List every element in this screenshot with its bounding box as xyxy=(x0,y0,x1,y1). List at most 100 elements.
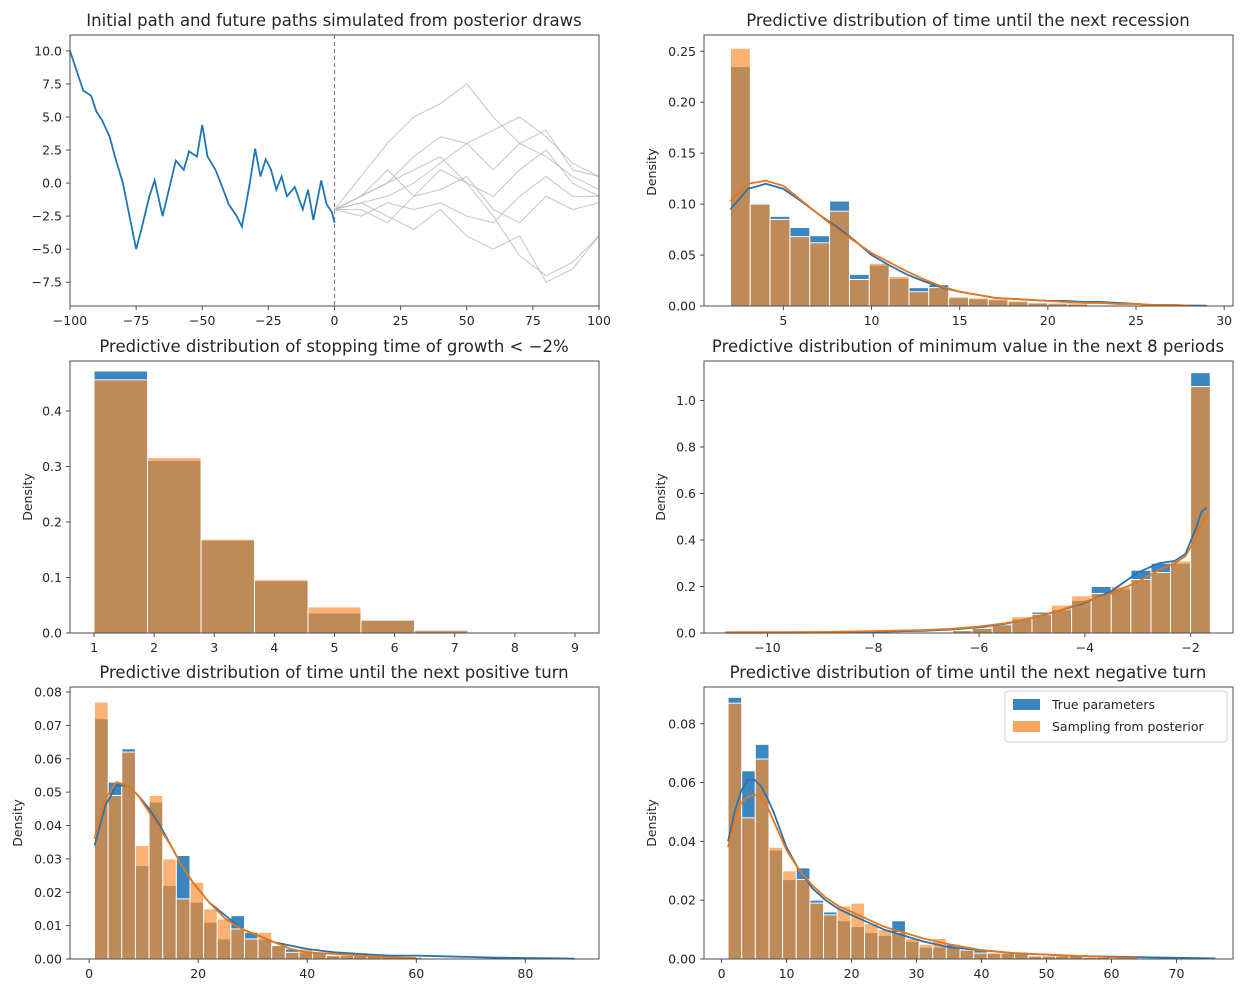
bar-overlap xyxy=(201,540,255,633)
plot-frame xyxy=(703,34,1234,307)
bar-overlap xyxy=(755,759,769,959)
y-tick-label: 0.1 xyxy=(42,570,62,585)
y-tick-label: 0.02 xyxy=(34,885,62,900)
legend-label-true: True parameters xyxy=(1051,697,1155,712)
panel-stopping-time: Predictive distribution of stopping time… xyxy=(20,337,600,655)
x-tick-label: 100 xyxy=(587,313,611,328)
bar-overlap xyxy=(878,935,892,959)
bar-overlap xyxy=(949,298,968,306)
chart-title: Initial path and future paths simulated … xyxy=(86,11,581,30)
legend-box xyxy=(1004,690,1228,743)
y-tick-label: 0.0 xyxy=(676,626,696,641)
x-tick-label: 0 xyxy=(85,966,93,981)
kde-posterior-line xyxy=(729,179,1189,307)
bar-overlap xyxy=(929,288,949,306)
x-tick-label: 2 xyxy=(150,640,158,655)
y-tick-label: −2.5 xyxy=(32,209,62,224)
bar-overlap xyxy=(824,915,837,959)
x-tick-label: 3 xyxy=(210,640,218,655)
y-tick-label: 0.10 xyxy=(668,197,696,212)
bar-overlap xyxy=(148,460,201,633)
bar-overlap xyxy=(1028,956,1042,959)
x-tick-label: 15 xyxy=(952,313,968,328)
lines-layer xyxy=(725,506,1208,634)
lines-layer xyxy=(727,778,1216,960)
x-tick-label: 40 xyxy=(974,966,990,981)
lines-layer xyxy=(93,781,575,960)
bar-overlap xyxy=(1111,589,1131,633)
bar-overlap xyxy=(830,211,849,306)
x-tick-label: 9 xyxy=(571,640,579,655)
y-axis-label: Density xyxy=(644,148,659,196)
bar-overlap xyxy=(750,204,770,306)
bar-overlap xyxy=(414,631,468,633)
y-tick-label: 0.25 xyxy=(668,44,696,59)
bar-overlap xyxy=(1171,563,1191,633)
axes-layer: 0 20 40 60 80 0.00 0.01 0.02 0.03 0.04 0.05 0.06 0.0… xyxy=(34,685,600,981)
bar-overlap xyxy=(308,613,361,633)
x-tick-label: −100 xyxy=(53,313,87,328)
axes-layer: 1 2 3 4 5 6 7 8 9 0.0 0.1 0.2 0.3 0.4 xyxy=(42,360,600,655)
y-tick-label: 0.05 xyxy=(34,785,62,800)
axes-layer: 0 10 20 30 40 50 60 70 0.00 0.02 0.04 0.06 0.08 xyxy=(668,686,1234,981)
bars-layer xyxy=(727,696,1111,960)
simulated-path-line xyxy=(334,202,600,283)
x-tick-label: −10 xyxy=(754,640,780,655)
bar-overlap xyxy=(810,903,824,959)
y-tick-label: 0.08 xyxy=(34,685,62,700)
bar-overlap xyxy=(992,625,1012,633)
bar-overlap xyxy=(258,939,272,959)
bar-overlap xyxy=(285,952,299,959)
bar-overlap xyxy=(851,927,865,959)
legend-label-posterior: Sampling from posterior xyxy=(1052,719,1204,734)
bar-overlap xyxy=(94,380,148,633)
x-tick-label: 40 xyxy=(299,966,315,981)
bar-overlap xyxy=(1151,573,1171,633)
bar-overlap xyxy=(1032,614,1052,633)
bar-overlap xyxy=(1069,956,1083,959)
y-tick-label: 7.5 xyxy=(42,76,62,91)
chart-title: Predictive distribution of stopping time… xyxy=(99,337,568,356)
bar-overlap xyxy=(960,950,974,959)
bar-overlap xyxy=(837,921,851,959)
x-tick-label: 4 xyxy=(270,640,278,655)
x-tick-label: 60 xyxy=(1104,966,1120,981)
panel-negative-turn: Predictive distribution of time until th… xyxy=(644,663,1234,981)
simulated-path-line xyxy=(334,116,600,211)
x-tick-label: 0 xyxy=(718,966,726,981)
bar-overlap xyxy=(1056,956,1069,959)
legend-swatch-posterior xyxy=(1013,721,1040,732)
y-tick-label: 0.00 xyxy=(668,299,696,314)
kde-posterior-line xyxy=(727,793,1138,960)
plot-frame xyxy=(69,686,600,960)
y-tick-label: 2.5 xyxy=(42,143,62,158)
bar-overlap xyxy=(1052,610,1072,633)
simulated-path-line xyxy=(334,83,600,210)
bar-overlap xyxy=(135,866,149,959)
x-tick-label: 5 xyxy=(331,640,339,655)
bar-overlap xyxy=(1015,953,1028,959)
legend-swatch-true xyxy=(1013,699,1040,710)
y-tick-label: 1.0 xyxy=(676,393,696,408)
y-axis-label: Density xyxy=(20,473,35,521)
bar-overlap xyxy=(361,620,414,633)
y-axis-label: Density xyxy=(10,799,25,847)
bar-overlap xyxy=(354,956,367,959)
bar-overlap xyxy=(1068,304,1088,306)
simulated-path-line xyxy=(334,169,600,224)
bar-overlap xyxy=(1042,956,1056,959)
bar-overlap xyxy=(326,956,340,959)
x-tick-label: 1 xyxy=(90,640,98,655)
y-tick-label: 0.2 xyxy=(676,579,696,594)
bar-overlap xyxy=(790,237,810,306)
bar-overlap xyxy=(742,818,755,959)
y-tick-label: 0.4 xyxy=(676,533,696,548)
bars-layer xyxy=(729,47,1208,307)
y-tick-label: 0.4 xyxy=(42,403,62,418)
x-tick-label: 50 xyxy=(459,313,475,328)
bar-overlap xyxy=(849,280,869,306)
y-tick-label: 0.2 xyxy=(42,514,62,529)
y-tick-label: 0.0 xyxy=(42,626,62,641)
initial-path-line xyxy=(69,50,336,250)
x-tick-label: 6 xyxy=(391,640,399,655)
